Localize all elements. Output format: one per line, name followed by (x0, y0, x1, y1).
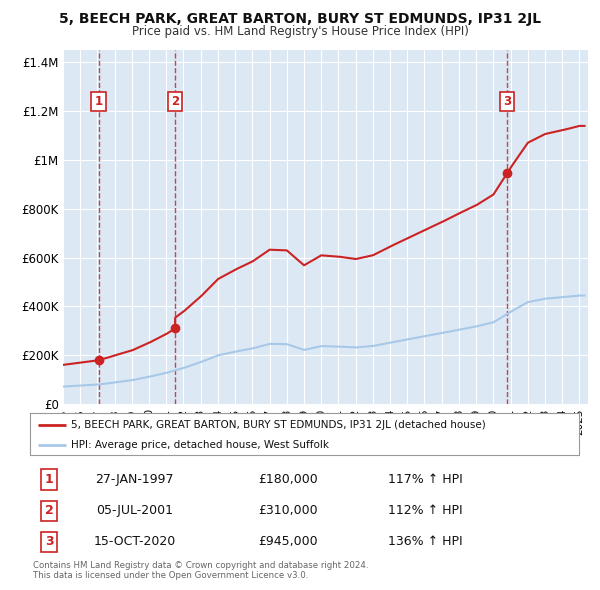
Text: 5, BEECH PARK, GREAT BARTON, BURY ST EDMUNDS, IP31 2JL (detached house): 5, BEECH PARK, GREAT BARTON, BURY ST EDM… (71, 420, 486, 430)
Text: 3: 3 (503, 95, 511, 108)
Text: 117% ↑ HPI: 117% ↑ HPI (388, 473, 463, 486)
Text: 15-OCT-2020: 15-OCT-2020 (93, 536, 175, 549)
Text: This data is licensed under the Open Government Licence v3.0.: This data is licensed under the Open Gov… (33, 571, 308, 580)
Text: Price paid vs. HM Land Registry's House Price Index (HPI): Price paid vs. HM Land Registry's House … (131, 25, 469, 38)
Text: £180,000: £180,000 (258, 473, 318, 486)
Text: 2: 2 (171, 95, 179, 108)
Text: 1: 1 (45, 473, 53, 486)
Text: 27-JAN-1997: 27-JAN-1997 (95, 473, 173, 486)
Text: 05-JUL-2001: 05-JUL-2001 (96, 504, 173, 517)
Text: 3: 3 (45, 536, 53, 549)
Text: Contains HM Land Registry data © Crown copyright and database right 2024.: Contains HM Land Registry data © Crown c… (33, 560, 368, 569)
Text: 136% ↑ HPI: 136% ↑ HPI (388, 536, 463, 549)
Text: 1: 1 (95, 95, 103, 108)
Text: HPI: Average price, detached house, West Suffolk: HPI: Average price, detached house, West… (71, 440, 329, 450)
Text: 2: 2 (45, 504, 53, 517)
Text: 5, BEECH PARK, GREAT BARTON, BURY ST EDMUNDS, IP31 2JL: 5, BEECH PARK, GREAT BARTON, BURY ST EDM… (59, 12, 541, 26)
Text: 112% ↑ HPI: 112% ↑ HPI (388, 504, 463, 517)
Text: £945,000: £945,000 (258, 536, 318, 549)
Text: £310,000: £310,000 (258, 504, 318, 517)
